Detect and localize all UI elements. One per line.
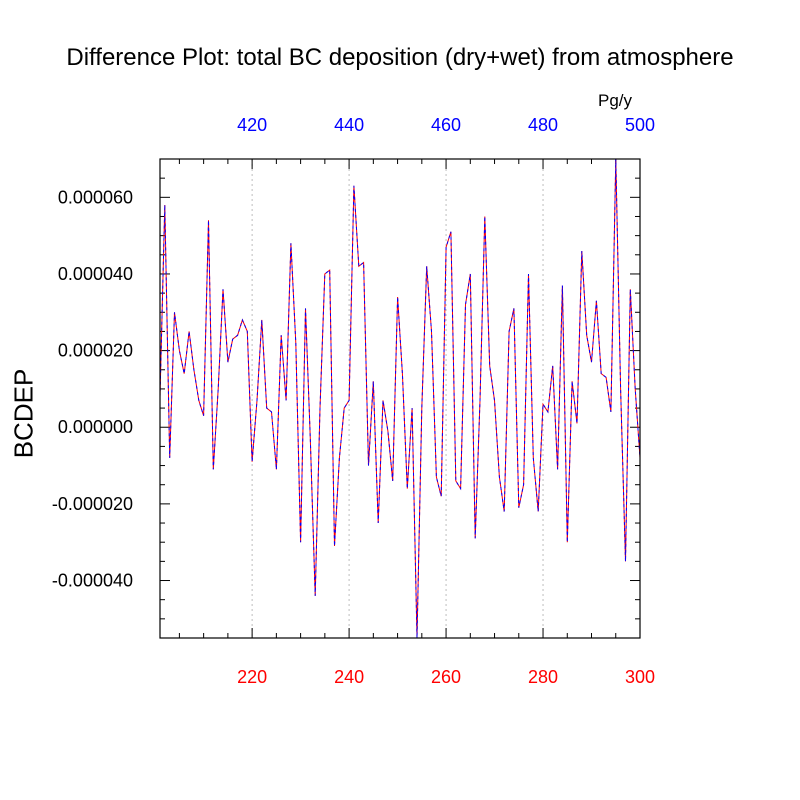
top-axis-unit: Pg/y	[598, 91, 633, 110]
series-line-solid	[160, 159, 640, 638]
series-line-dashed	[160, 159, 640, 638]
top-tick-label: 480	[528, 115, 558, 135]
top-tick-label: 440	[334, 115, 364, 135]
top-tick-label: 420	[237, 115, 267, 135]
x-tick-label: 300	[625, 667, 655, 687]
chart-title: Difference Plot: total BC deposition (dr…	[66, 44, 734, 71]
x-tick-label: 260	[431, 667, 461, 687]
y-tick-label: -0.000040	[52, 571, 133, 591]
x-tick-label: 280	[528, 667, 558, 687]
x-tick-label: 240	[334, 667, 364, 687]
top-tick-label: 500	[625, 115, 655, 135]
top-tick-label: 460	[431, 115, 461, 135]
y-tick-label: 0.000040	[58, 264, 133, 284]
y-tick-label: 0.000000	[58, 417, 133, 437]
y-tick-label: 0.000020	[58, 341, 133, 361]
plot-frame	[159, 158, 641, 639]
y-tick-label: 0.000060	[58, 187, 133, 207]
x-tick-label: 220	[237, 667, 267, 687]
y-tick-label: -0.000020	[52, 494, 133, 514]
